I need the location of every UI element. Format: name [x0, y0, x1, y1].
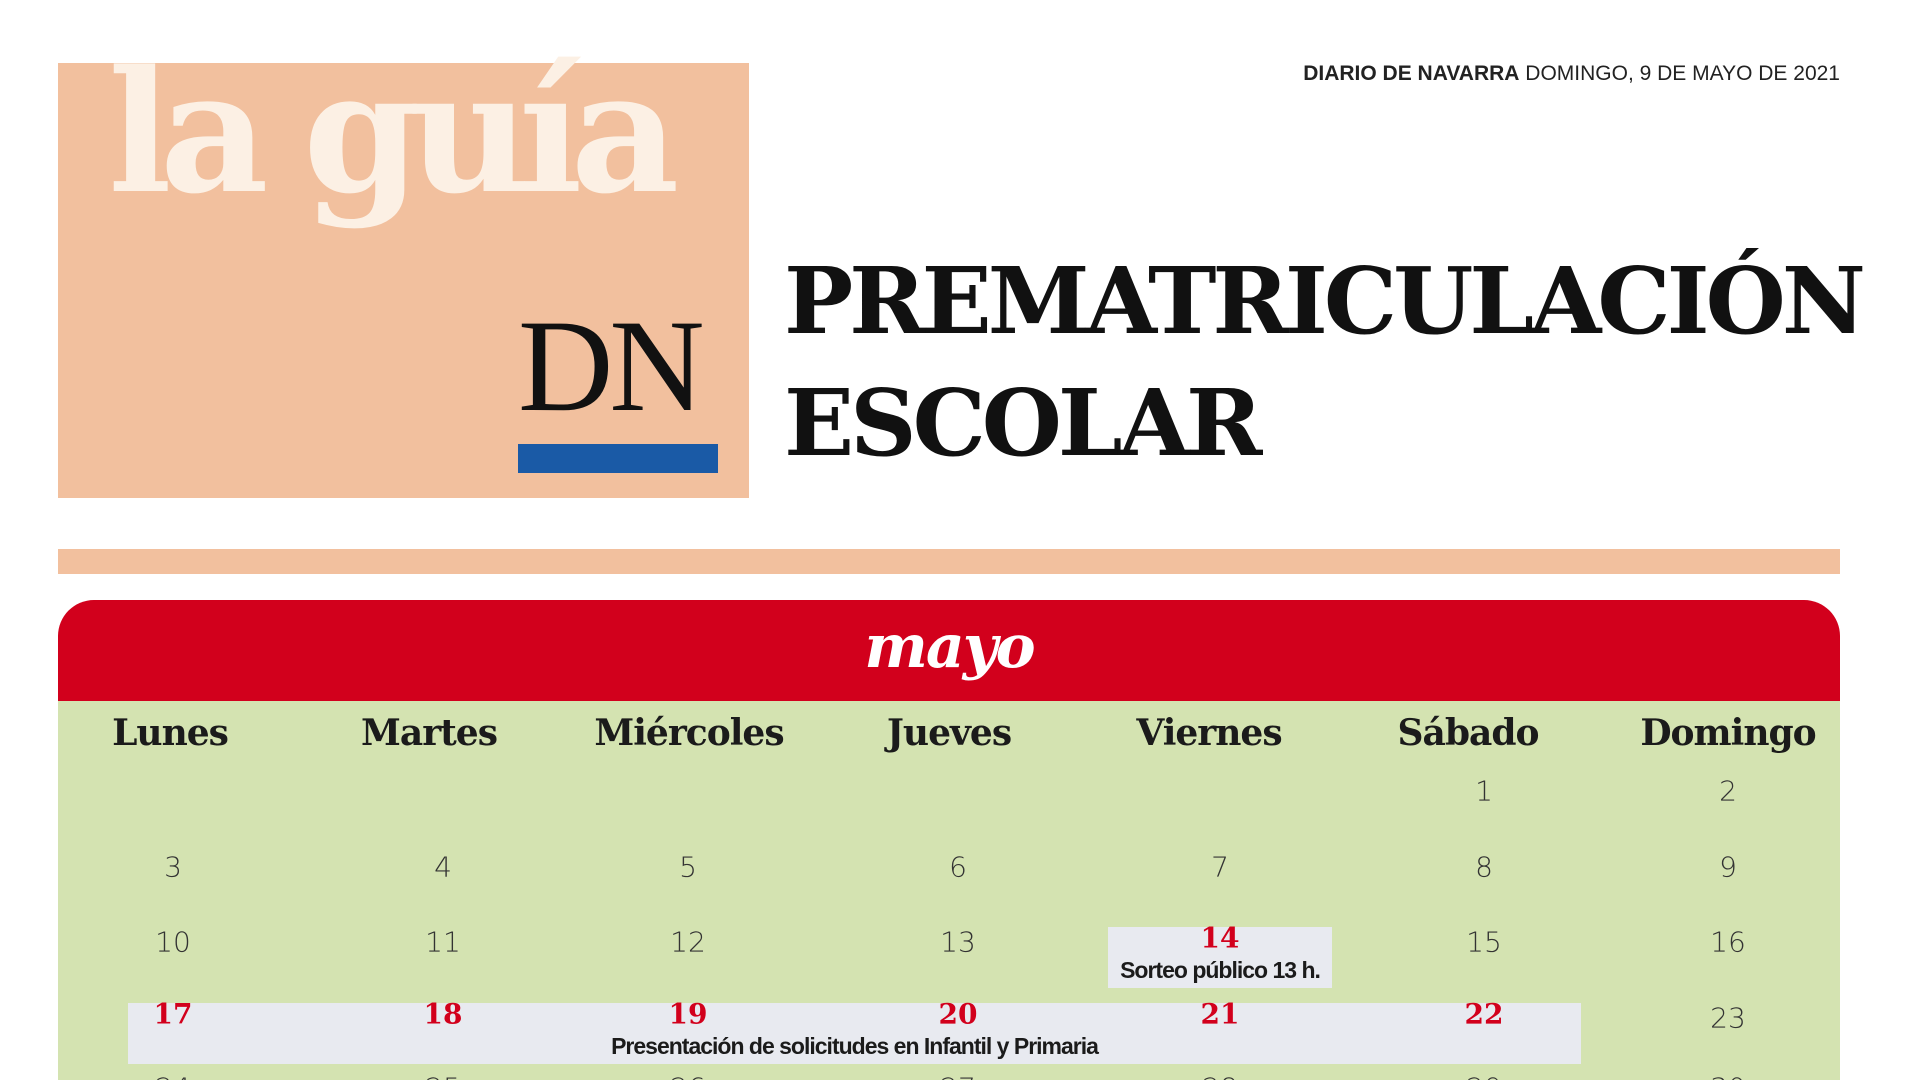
- day: 29: [1466, 1072, 1502, 1080]
- day: 10: [155, 925, 191, 959]
- day: 1: [1475, 774, 1493, 808]
- weekday: Viernes: [1136, 712, 1282, 754]
- day: 25: [425, 1072, 461, 1080]
- day: 2: [1719, 774, 1737, 808]
- month: mayo: [864, 612, 1035, 682]
- day: 30: [1710, 1072, 1746, 1080]
- logo-box: [58, 63, 749, 498]
- title: ESCOLAR: [784, 369, 1262, 477]
- day: 20: [938, 997, 978, 1031]
- day: 3: [164, 850, 182, 884]
- brand: DN: [518, 292, 705, 439]
- day: 13: [940, 925, 976, 959]
- event-box: [128, 1003, 1581, 1064]
- publication: DIARIO DE NAVARRA: [1303, 62, 1520, 85]
- day: 22: [1464, 997, 1504, 1031]
- logo: la guía: [108, 33, 679, 231]
- day: 4: [434, 850, 452, 884]
- weekday: Miércoles: [594, 712, 784, 754]
- month-bar: [58, 600, 1840, 701]
- day: 5: [679, 850, 697, 884]
- day: 24: [155, 1072, 191, 1080]
- day: 19: [668, 997, 708, 1031]
- day: 27: [940, 1072, 976, 1080]
- day: 23: [1710, 1001, 1746, 1035]
- day: 8: [1475, 850, 1493, 884]
- day: 14: [1200, 921, 1240, 955]
- title: PREMATRICULACIÓN: [784, 247, 1866, 355]
- day: 21: [1200, 997, 1240, 1031]
- day: 6: [949, 850, 967, 884]
- weekday: Jueves: [886, 712, 1012, 754]
- weekday: Domingo: [1640, 712, 1816, 754]
- brand-bar: [518, 444, 718, 473]
- day: 17: [153, 997, 193, 1031]
- weekday: Martes: [361, 712, 498, 754]
- day: 26: [670, 1072, 706, 1080]
- day: 9: [1719, 850, 1737, 884]
- rule: [58, 549, 1840, 574]
- event-text: Presentación de solicitudes en Infantil …: [611, 1033, 1099, 1059]
- day: 28: [1202, 1072, 1238, 1080]
- day: 11: [425, 925, 461, 959]
- day: 18: [423, 997, 463, 1031]
- event-text: Sorteo público 13 h.: [1120, 957, 1321, 983]
- dateline: DIARIO DE NAVARRA DOMINGO, 9 DE MAYO DE …: [1303, 62, 1840, 86]
- weekday: Lunes: [112, 712, 229, 754]
- day: 12: [670, 925, 706, 959]
- event-box: [1108, 927, 1332, 988]
- weekday: Sábado: [1397, 712, 1539, 754]
- day: 15: [1466, 925, 1502, 959]
- day: 16: [1710, 925, 1746, 959]
- day: 7: [1211, 850, 1229, 884]
- date: DOMINGO, 9 DE MAYO DE 2021: [1525, 62, 1840, 85]
